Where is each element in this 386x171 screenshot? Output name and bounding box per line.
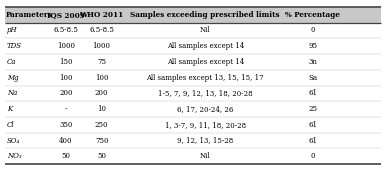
Text: 61: 61 bbox=[308, 89, 317, 97]
Text: 1000: 1000 bbox=[93, 42, 111, 50]
Text: 150: 150 bbox=[59, 58, 73, 66]
Text: 250: 250 bbox=[95, 121, 108, 129]
Text: 1000: 1000 bbox=[57, 42, 75, 50]
Text: 75: 75 bbox=[97, 58, 106, 66]
Text: Samples exceeding prescribed limits: Samples exceeding prescribed limits bbox=[130, 11, 280, 19]
Text: Mg: Mg bbox=[7, 74, 19, 82]
Bar bbox=[5, 38, 381, 54]
Text: 61: 61 bbox=[308, 137, 317, 144]
Text: IQS 2009: IQS 2009 bbox=[47, 11, 85, 19]
Text: 750: 750 bbox=[95, 137, 108, 144]
Text: 6.5-8.5: 6.5-8.5 bbox=[89, 27, 114, 34]
Text: 350: 350 bbox=[59, 121, 73, 129]
Text: 25: 25 bbox=[308, 105, 317, 113]
Text: Sa: Sa bbox=[308, 74, 317, 82]
Bar bbox=[5, 7, 381, 23]
Text: Cl: Cl bbox=[7, 121, 15, 129]
Bar bbox=[5, 86, 381, 101]
Bar bbox=[5, 23, 381, 38]
Text: 100: 100 bbox=[59, 74, 73, 82]
Text: 9, 12, 13, 15-28: 9, 12, 13, 15-28 bbox=[177, 137, 234, 144]
Text: K: K bbox=[7, 105, 12, 113]
Text: Ca: Ca bbox=[7, 58, 17, 66]
Text: All samples except 13, 15, 15, 17: All samples except 13, 15, 15, 17 bbox=[146, 74, 264, 82]
Bar bbox=[5, 117, 381, 133]
Text: All samples except 14: All samples except 14 bbox=[167, 58, 244, 66]
Text: 1-5, 7, 9, 12, 13, 18, 20-28: 1-5, 7, 9, 12, 13, 18, 20-28 bbox=[158, 89, 252, 97]
Text: TDS: TDS bbox=[7, 42, 22, 50]
Text: 100: 100 bbox=[95, 74, 108, 82]
Text: WHO 2011: WHO 2011 bbox=[80, 11, 124, 19]
Text: 50: 50 bbox=[61, 152, 70, 160]
Text: 0: 0 bbox=[310, 152, 315, 160]
Text: SO₄: SO₄ bbox=[7, 137, 20, 144]
Text: -: - bbox=[65, 105, 67, 113]
Text: 10: 10 bbox=[97, 105, 106, 113]
Text: 6, 17, 20-24, 26: 6, 17, 20-24, 26 bbox=[177, 105, 234, 113]
Text: Nil: Nil bbox=[200, 152, 210, 160]
Text: 61: 61 bbox=[308, 121, 317, 129]
Text: 400: 400 bbox=[59, 137, 73, 144]
Text: 200: 200 bbox=[95, 89, 108, 97]
Bar bbox=[5, 101, 381, 117]
Bar bbox=[5, 133, 381, 148]
Bar bbox=[5, 54, 381, 70]
Text: Parameters: Parameters bbox=[6, 11, 52, 19]
Text: NO₃: NO₃ bbox=[7, 152, 22, 160]
Text: Nil: Nil bbox=[200, 27, 210, 34]
Text: pH: pH bbox=[7, 27, 18, 34]
Text: Na: Na bbox=[7, 89, 17, 97]
Bar bbox=[5, 148, 381, 164]
Text: 1, 3-7, 9, 11, 18, 20-28: 1, 3-7, 9, 11, 18, 20-28 bbox=[165, 121, 246, 129]
Text: 50: 50 bbox=[97, 152, 106, 160]
Text: 3n: 3n bbox=[308, 58, 317, 66]
Text: 0: 0 bbox=[310, 27, 315, 34]
Text: 95: 95 bbox=[308, 42, 317, 50]
Text: 200: 200 bbox=[59, 89, 73, 97]
Text: % Percentage: % Percentage bbox=[285, 11, 340, 19]
Text: All samples except 14: All samples except 14 bbox=[167, 42, 244, 50]
Bar bbox=[5, 70, 381, 86]
Text: 6.5-8.5: 6.5-8.5 bbox=[53, 27, 78, 34]
